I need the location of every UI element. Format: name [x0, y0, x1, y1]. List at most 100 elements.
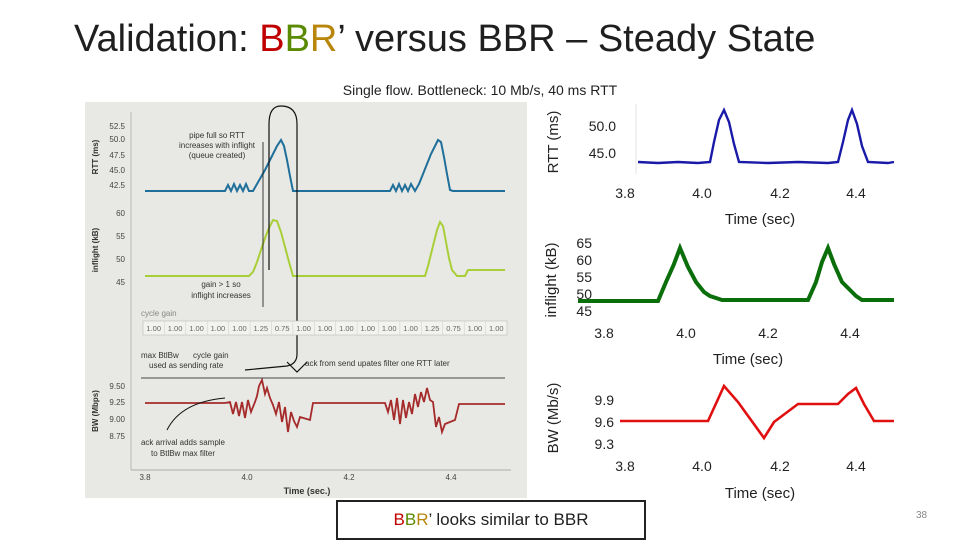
tick: 3.8 [615, 458, 635, 474]
right-bw-x-ticks: 3.8 4.0 4.2 4.4 [615, 458, 866, 474]
tick: 4.4 [846, 185, 866, 201]
right-inflight-series [578, 242, 894, 303]
left-x-label: Time (sec.) [284, 486, 331, 496]
right-bw-ticks: 9.9 9.6 9.3 [595, 392, 615, 452]
cycle-gain-cell: 1.00 [318, 324, 333, 333]
right-rtt-series [637, 106, 895, 165]
tick: 9.50 [109, 382, 125, 391]
tick: 52.5 [109, 122, 125, 131]
right-rtt-ylabel: RTT (ms) [545, 111, 562, 174]
annotation-line: cycle gain [193, 351, 229, 360]
callout-rest: ’ looks similar to BBR [428, 510, 589, 529]
tick: 3.8 [139, 473, 151, 482]
callout-b3: R [416, 510, 429, 529]
left-bw-series [145, 377, 505, 436]
cycle-gain-cell: 0.75 [275, 324, 290, 333]
slide-title: Validation: BBR’ versus BBR – Steady Sta… [74, 18, 815, 61]
ack-arrival-arrow [166, 397, 226, 431]
tick: 65 [576, 235, 592, 251]
cycle-gain-cell: 1.00 [211, 324, 226, 333]
bbr-annotated-svg: RTT (ms) inflight (kB) BW (Mbps) 52.5 50… [91, 105, 511, 496]
cycle-gain-cell: 1.00 [232, 324, 247, 333]
annotation-line: (queue created) [189, 151, 246, 160]
left-rtt-ticks: 52.5 50.0 47.5 45.0 42.5 [109, 122, 125, 190]
callout-b1: B [393, 510, 405, 529]
left-rtt-ylabel: RTT (ms) [91, 139, 100, 174]
annotation-line: pipe full so RTT [189, 131, 245, 140]
right-bw-series [620, 383, 894, 441]
slide-number: 38 [916, 510, 928, 521]
right-bw-xlabel: Time (sec) [725, 485, 795, 502]
cycle-gain-cell: 1.00 [382, 324, 397, 333]
cycle-gain-cell: 1.00 [339, 324, 354, 333]
feedback-loop-arrow [244, 105, 298, 371]
cycle-gain-cell: 1.00 [360, 324, 375, 333]
tick: 4.2 [770, 185, 790, 201]
cycle-gain-cell: 1.00 [403, 324, 418, 333]
tick: 8.75 [109, 432, 125, 441]
cycle-gain-cell: 1.00 [189, 324, 204, 333]
conclusion-callout: BBR’ looks similar to BBR [336, 500, 646, 540]
annotation-gain: gain > 1 so inflight increases [191, 280, 251, 300]
tick: 55 [576, 269, 592, 285]
tick: 60 [576, 252, 592, 268]
tick: 45.0 [589, 145, 616, 161]
left-bw-ylabel: BW (Mbps) [91, 390, 100, 432]
right-rtt-x-ticks: 3.8 4.0 4.2 4.4 [615, 185, 866, 201]
tick: 3.8 [615, 185, 635, 201]
tick: 3.8 [594, 325, 614, 341]
annotation-line: increases with inflight [179, 141, 256, 150]
tick: 9.3 [595, 436, 615, 452]
annotation-line: inflight increases [191, 291, 251, 300]
title-b1: B [259, 18, 285, 60]
tick: 42.5 [109, 181, 125, 190]
cycle-gain-cell: 1.00 [146, 324, 161, 333]
annotation-ack-arrival: ack arrival adds sample to BtlBw max fil… [141, 438, 226, 458]
annotation-line: gain > 1 so [201, 280, 241, 289]
cycle-gain-cell: 1.00 [168, 324, 183, 333]
annotation-line: used as sending rate [149, 361, 224, 370]
tick: 4.0 [676, 325, 696, 341]
left-inflight-ticks: 60 55 50 45 [116, 209, 125, 287]
tick: 4.4 [445, 473, 457, 482]
cycle-gain-row [142, 320, 508, 336]
title-b2: B [284, 18, 310, 60]
left-inflight-series [145, 218, 505, 277]
cycle-gain-cell: 1.00 [296, 324, 311, 333]
tick: 45 [576, 303, 592, 319]
bbr-annotated-figure: RTT (ms) inflight (kB) BW (Mbps) 52.5 50… [85, 102, 527, 498]
tick: 50 [116, 255, 125, 264]
tick: 4.0 [692, 458, 712, 474]
subtitle: Single flow. Bottleneck: 10 Mb/s, 40 ms … [342, 82, 618, 98]
tick: 9.00 [109, 415, 125, 424]
title-prefix: Validation: [74, 18, 260, 60]
tick: 4.2 [770, 458, 790, 474]
title-b3: R [309, 18, 338, 60]
tick: 4.4 [846, 458, 866, 474]
cycle-gain-cell: 1.25 [425, 324, 440, 333]
tick: 9.6 [595, 414, 615, 430]
tick: 4.0 [692, 185, 712, 201]
annotation-line: to BtlBw max filter [151, 449, 215, 458]
tick: 9.25 [109, 398, 125, 407]
right-rtt-xlabel: Time (sec) [725, 211, 795, 228]
left-inflight-ylabel: inflight (kB) [91, 227, 100, 272]
tick: 50 [576, 286, 592, 302]
tick: 50.0 [589, 118, 616, 134]
tick: 4.2 [758, 325, 778, 341]
tick: 50.0 [109, 135, 125, 144]
tick: 9.9 [595, 392, 615, 408]
right-inflight-xlabel: Time (sec) [713, 351, 783, 368]
right-inflight-ticks: 65 60 55 50 45 [576, 235, 592, 319]
cycle-gain-cell: 1.00 [468, 324, 483, 333]
cycle-gain-label: cycle gain [141, 309, 177, 318]
cycle-gain-cell: 1.00 [489, 324, 504, 333]
annotation-maxbw: max BtlBw cycle gain used as sending rat… [141, 351, 229, 370]
annotation-ack-filter: ack from send upates filter one RTT late… [305, 359, 450, 368]
cycle-gain-cell: 1.25 [253, 324, 268, 333]
tick: 47.5 [109, 151, 125, 160]
bbr-prime-figure: RTT (ms) 50.0 45.0 3.8 4.0 4.2 4.4 Time … [538, 102, 908, 502]
left-x-ticks: 3.8 4.0 4.2 4.4 [139, 473, 457, 482]
tick: 55 [116, 232, 125, 241]
tick: 4.4 [840, 325, 860, 341]
